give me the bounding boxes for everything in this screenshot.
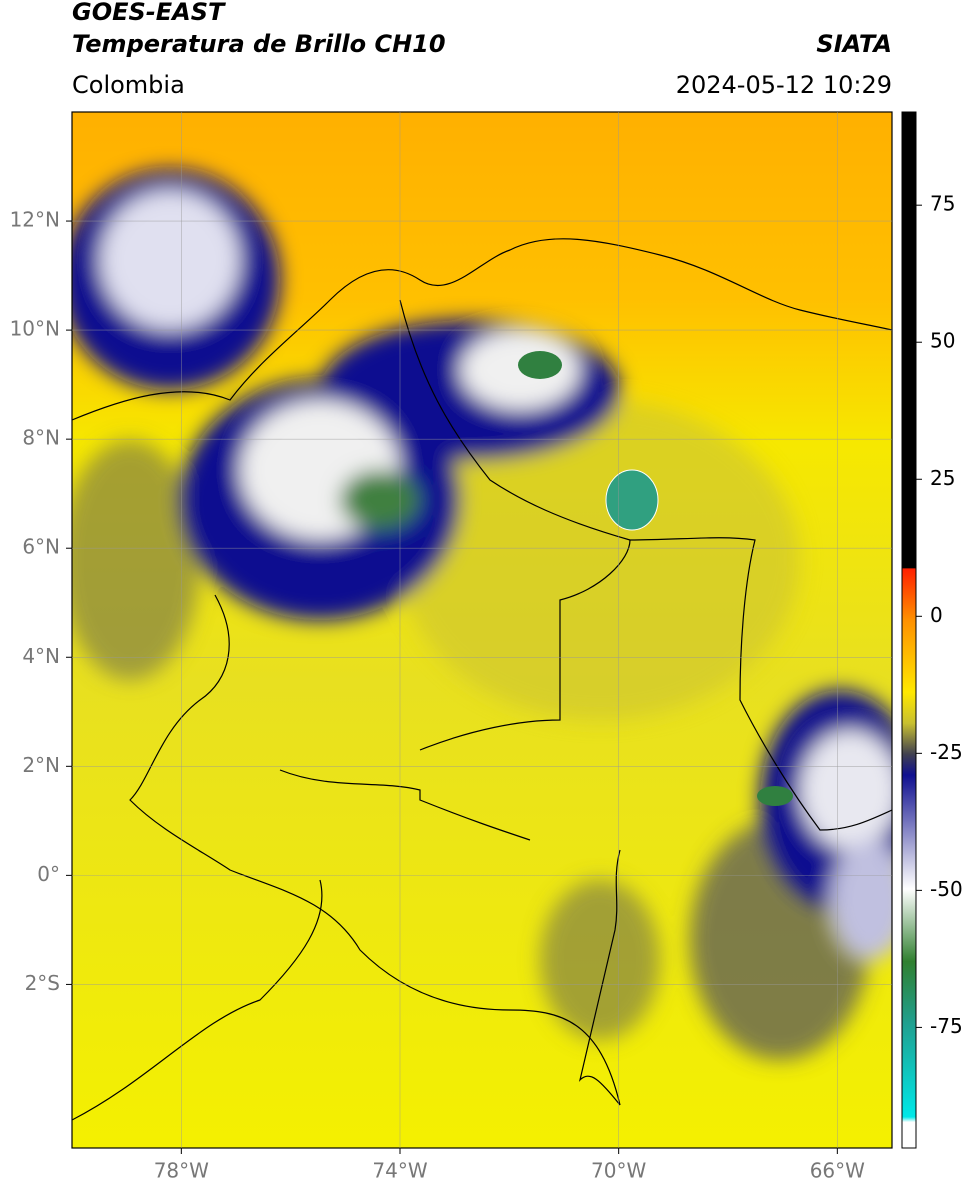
x-tick-label: 66°W [810, 1159, 865, 1183]
x-tick-label: 78°W [154, 1159, 209, 1183]
colorbar-label: 75 [930, 192, 955, 216]
y-tick-label: 0° [37, 862, 60, 886]
map-image [72, 112, 892, 1148]
y-tick-label: 6°N [22, 535, 60, 559]
colorbar-label: 0 [930, 603, 943, 627]
y-tick-label: 10°N [10, 317, 60, 341]
y-tick-label: 4°N [22, 644, 60, 668]
colorbar-label: -75 [930, 1014, 963, 1038]
subtitle: Temperatura de Brillo CH10 [72, 30, 446, 58]
colorbar-label: 50 [930, 329, 955, 353]
colorbar-label: -25 [930, 740, 963, 764]
title: GOES-EAST [72, 0, 226, 26]
colorbar [901, 111, 917, 1149]
x-tick-label: 70°W [591, 1159, 646, 1183]
y-tick-label: 8°N [22, 426, 60, 450]
y-tick-label: 2°N [22, 753, 60, 777]
y-tick-label: 2°S [25, 971, 60, 995]
y-tick-label: 12°N [10, 208, 60, 232]
source: SIATA [816, 30, 892, 58]
colorbar-label: -50 [930, 877, 963, 901]
datetime: 2024-05-12 10:29 [676, 71, 892, 99]
region: Colombia [72, 71, 185, 99]
colorbar-label: 25 [930, 466, 955, 490]
x-tick-label: 74°W [372, 1159, 427, 1183]
map-frame [71, 111, 893, 1149]
